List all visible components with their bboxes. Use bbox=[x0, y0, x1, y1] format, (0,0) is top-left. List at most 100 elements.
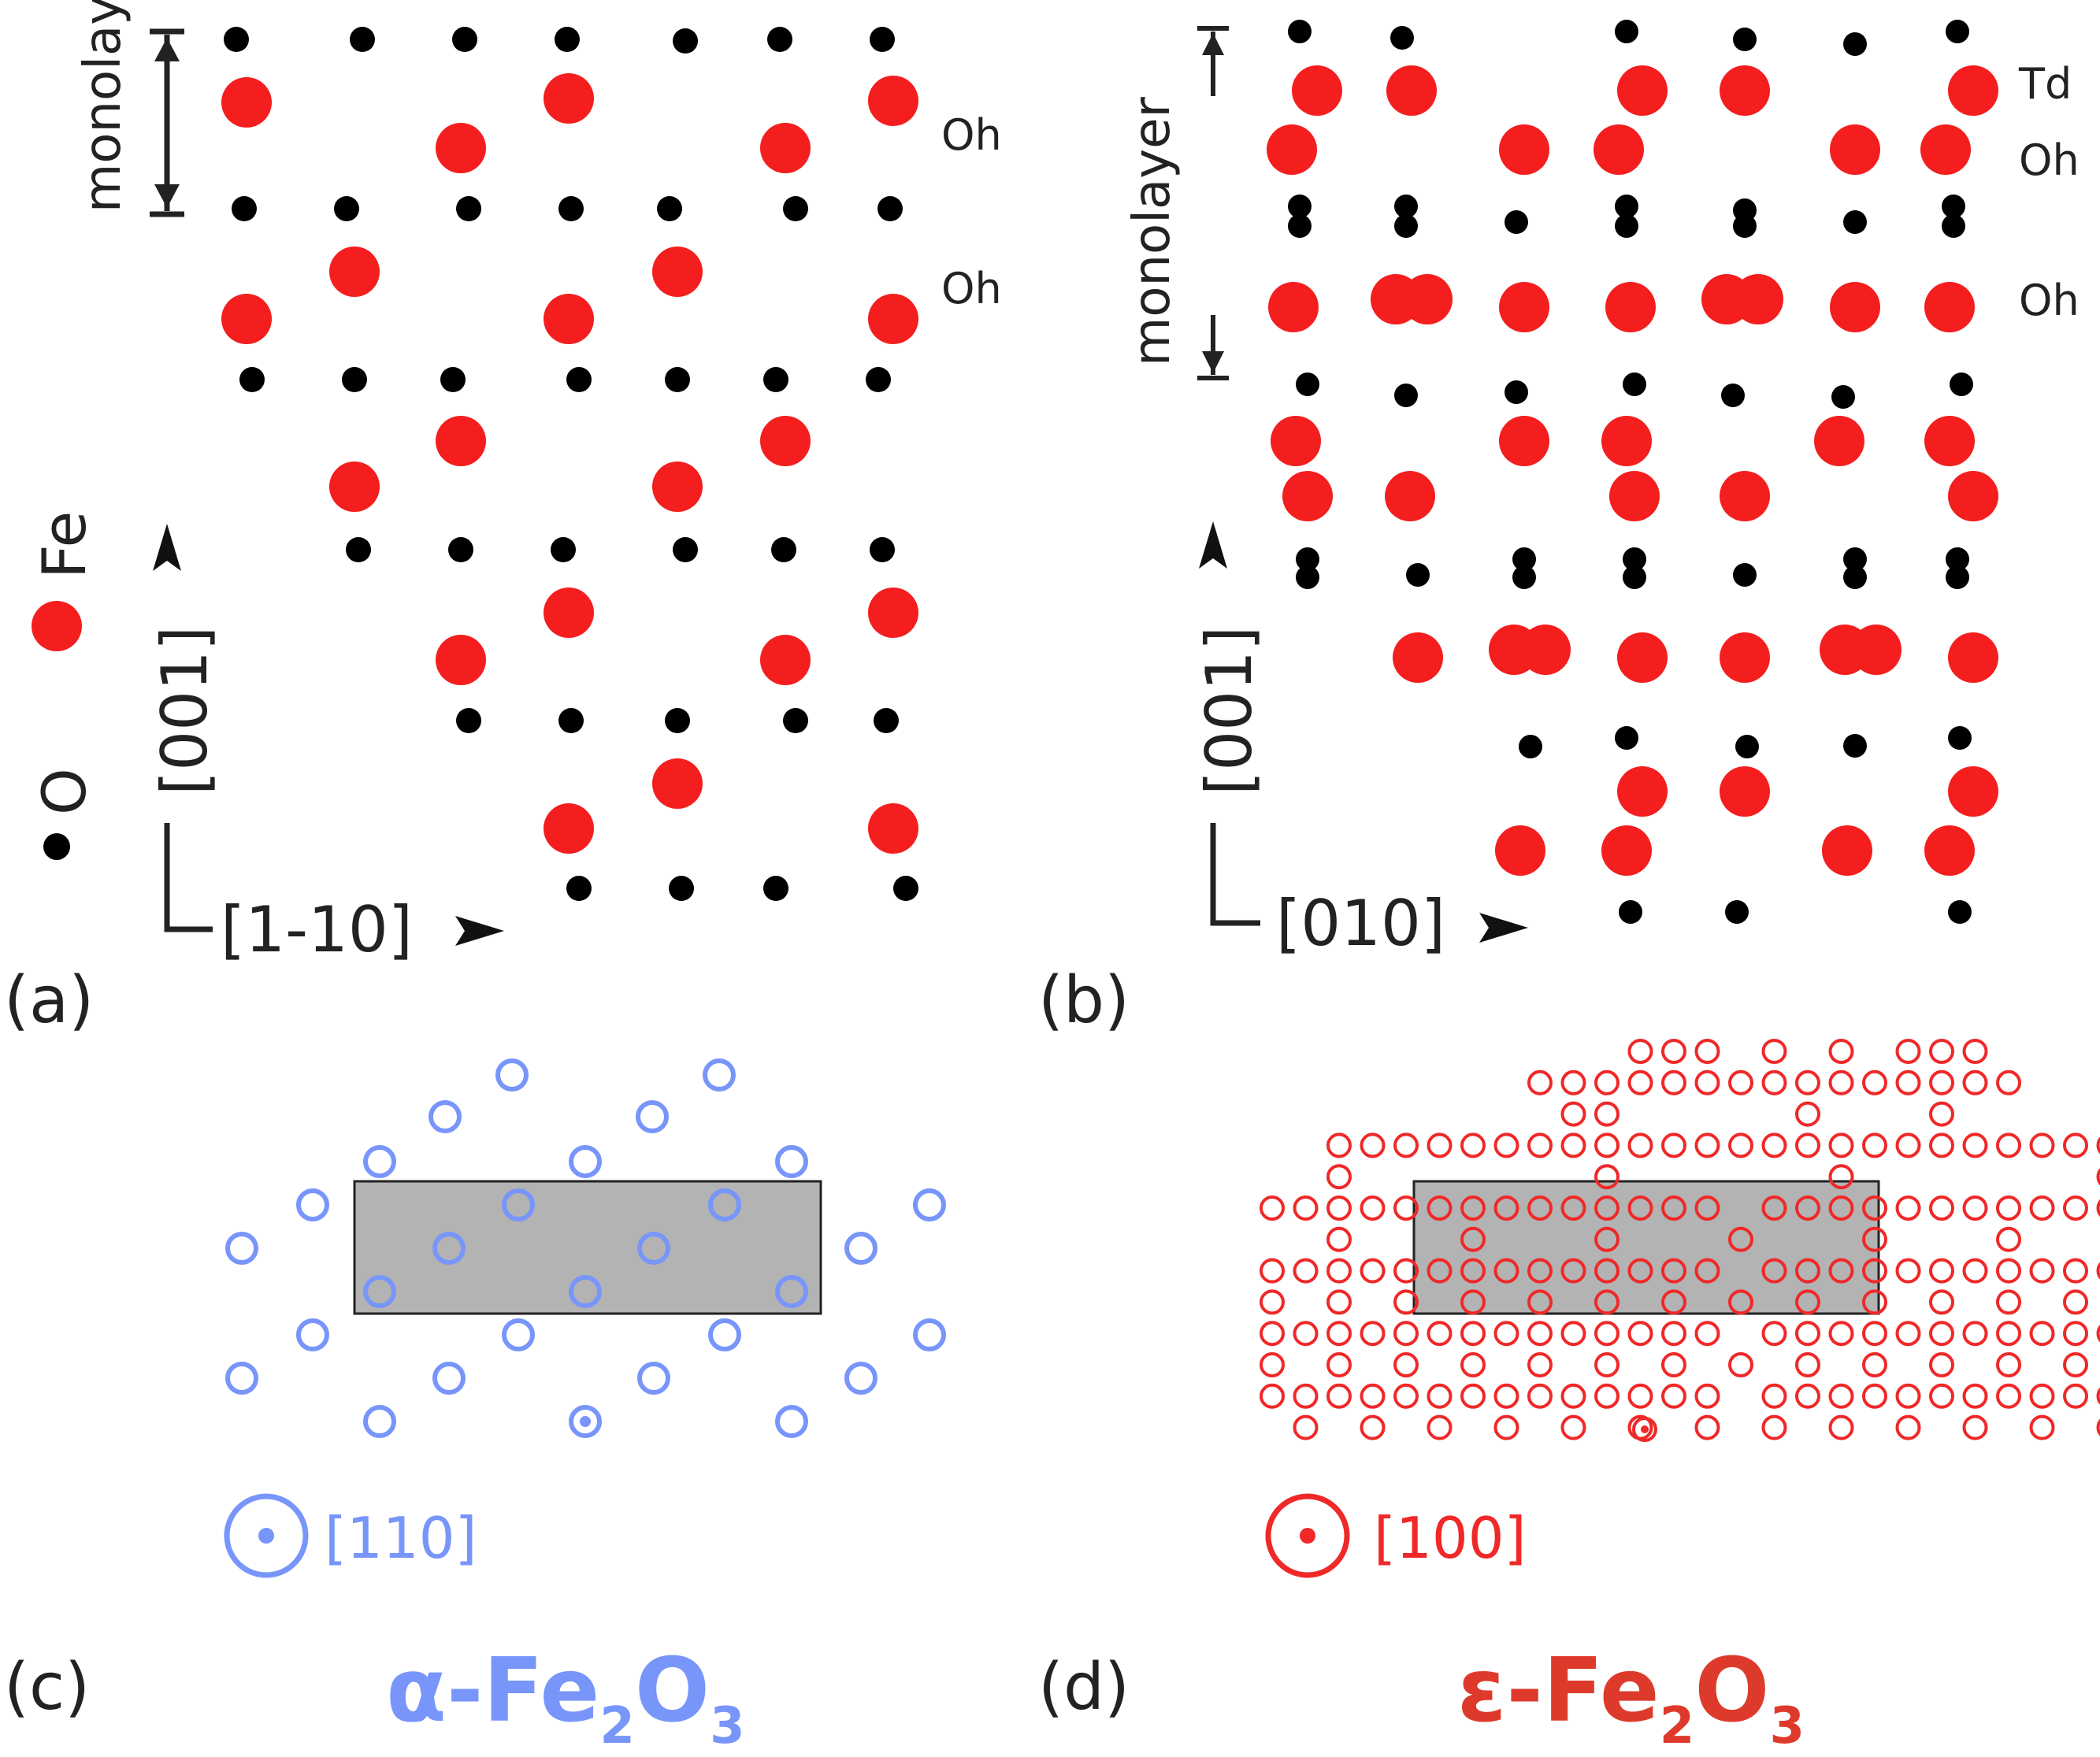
diffraction-spot bbox=[1260, 1352, 1285, 1377]
oxygen-atom bbox=[866, 367, 891, 392]
diffraction-spot bbox=[363, 1275, 396, 1308]
iron-atom bbox=[544, 588, 594, 638]
diffraction-spot bbox=[1962, 1195, 1988, 1221]
iron-atom bbox=[1822, 825, 1872, 876]
diffraction-spot bbox=[1427, 1258, 1453, 1284]
diffraction-spot bbox=[703, 1058, 736, 1092]
diffraction-spot bbox=[1862, 1069, 1887, 1095]
diffraction-spot bbox=[1962, 1258, 1988, 1284]
iron-atom bbox=[1520, 625, 1571, 675]
iron-atom bbox=[1499, 124, 1549, 175]
diffraction-spot bbox=[1326, 1352, 1352, 1377]
diffraction-spot bbox=[1761, 1069, 1787, 1095]
diffraction-spot bbox=[1326, 1321, 1352, 1347]
iron-atom bbox=[1924, 416, 1975, 466]
diffraction-spot bbox=[1661, 1132, 1686, 1158]
panel-a-monolayer-arrow bbox=[150, 28, 184, 217]
oxygen-atom bbox=[1946, 565, 1969, 589]
diffraction-spot bbox=[1795, 1321, 1820, 1347]
diffraction-spot bbox=[1694, 1258, 1720, 1284]
diffraction-spot bbox=[1460, 1258, 1486, 1284]
oxygen-atom bbox=[456, 708, 481, 733]
diffraction-spot bbox=[1795, 1383, 1820, 1409]
diffraction-spot bbox=[1594, 1226, 1620, 1252]
diffraction-spot bbox=[363, 1145, 396, 1178]
diffraction-spot bbox=[1360, 1132, 1386, 1158]
diffraction-spot bbox=[636, 1100, 669, 1133]
iron-atom bbox=[868, 588, 918, 638]
oxygen-atom bbox=[239, 367, 265, 392]
panel-a-site-label-oh-2: Oh bbox=[941, 264, 1002, 313]
diffraction-spot bbox=[1560, 1383, 1586, 1409]
diffraction-spot bbox=[775, 1405, 808, 1438]
legend-fe-marker bbox=[32, 601, 82, 651]
oxygen-atom bbox=[1733, 28, 1757, 51]
panel-b-site-label-oh-2: Oh bbox=[2019, 276, 2080, 325]
diffraction-spot bbox=[1962, 1321, 1988, 1347]
panel-b-label: (b) bbox=[1038, 963, 1130, 1038]
iron-atom bbox=[1617, 65, 1668, 116]
iron-atom bbox=[868, 294, 918, 344]
diffraction-spot bbox=[1493, 1195, 1519, 1221]
diffraction-spot bbox=[1560, 1321, 1586, 1347]
panel-d-diffraction-spots bbox=[1260, 1039, 2100, 1442]
diffraction-spot bbox=[1761, 1383, 1787, 1409]
oxygen-atom bbox=[673, 28, 698, 54]
diffraction-spot bbox=[1694, 1069, 1720, 1095]
iron-atom bbox=[1271, 416, 1321, 466]
diffraction-spot bbox=[1694, 1039, 1720, 1064]
diffraction-spot bbox=[1460, 1289, 1486, 1315]
diffraction-spot bbox=[1594, 1069, 1620, 1095]
panel-d-zone-axis-label: [100] bbox=[1374, 1505, 1527, 1571]
diffraction-spot bbox=[1594, 1258, 1620, 1284]
oxygen-atom bbox=[1288, 20, 1312, 43]
panel-a-atoms bbox=[221, 27, 918, 901]
diffraction-spot bbox=[2096, 1325, 2100, 1343]
diffraction-spot bbox=[1560, 1258, 1586, 1284]
oxygen-atom bbox=[551, 537, 576, 562]
oxygen-atom bbox=[1733, 563, 1757, 587]
diffraction-spot bbox=[1326, 1226, 1352, 1252]
panel-d-epsilon-diffraction: [100] (d) ε-Fe2O3 bbox=[1038, 1039, 2100, 1755]
iron-atom bbox=[1924, 825, 1975, 876]
diffraction-spot bbox=[1326, 1164, 1352, 1190]
diffraction-spot bbox=[1427, 1195, 1453, 1221]
diffraction-spot bbox=[1761, 1258, 1787, 1284]
oxygen-atom bbox=[767, 27, 792, 52]
diffraction-spot bbox=[1862, 1195, 1887, 1221]
diffraction-spot bbox=[1594, 1352, 1620, 1377]
diffraction-spot bbox=[1360, 1414, 1386, 1440]
diffraction-spot bbox=[1527, 1069, 1553, 1095]
diffraction-spot bbox=[1962, 1039, 1988, 1064]
iron-atom bbox=[652, 461, 703, 512]
oxygen-atom bbox=[342, 367, 367, 392]
diffraction-spot bbox=[1929, 1101, 1954, 1127]
oxygen-atom bbox=[1615, 20, 1638, 43]
panel-b-axis-right-arrowhead bbox=[1479, 913, 1528, 943]
diffraction-spot bbox=[1962, 1383, 1988, 1409]
diffraction-spot bbox=[1393, 1321, 1419, 1347]
diffraction-spot bbox=[1828, 1164, 1854, 1190]
diffraction-spot bbox=[2096, 1418, 2100, 1436]
iron-atom bbox=[1609, 471, 1660, 521]
diffraction-spot bbox=[1895, 1039, 1921, 1064]
diffraction-spot bbox=[2096, 1199, 2100, 1218]
diffraction-spot bbox=[2063, 1258, 2088, 1284]
diffraction-spot bbox=[1795, 1352, 1820, 1377]
diffraction-spot bbox=[1929, 1321, 1954, 1347]
panel-c-diffraction-spots bbox=[225, 1058, 946, 1438]
diffraction-spot bbox=[1996, 1383, 2021, 1409]
oxygen-atom bbox=[771, 537, 796, 562]
diffraction-spot bbox=[1493, 1321, 1519, 1347]
diffraction-spot bbox=[1260, 1289, 1285, 1315]
iron-atom bbox=[1617, 632, 1668, 683]
diffraction-spot bbox=[1694, 1132, 1720, 1158]
diffraction-spot bbox=[1627, 1258, 1653, 1284]
diffraction-spot bbox=[1795, 1258, 1820, 1284]
iron-atom bbox=[1720, 632, 1770, 683]
diffraction-spot bbox=[1560, 1414, 1586, 1440]
oxygen-atom bbox=[346, 537, 371, 562]
diffraction-spot bbox=[1929, 1132, 1954, 1158]
diffraction-spot bbox=[1929, 1195, 1954, 1221]
diffraction-spot bbox=[1427, 1383, 1453, 1409]
